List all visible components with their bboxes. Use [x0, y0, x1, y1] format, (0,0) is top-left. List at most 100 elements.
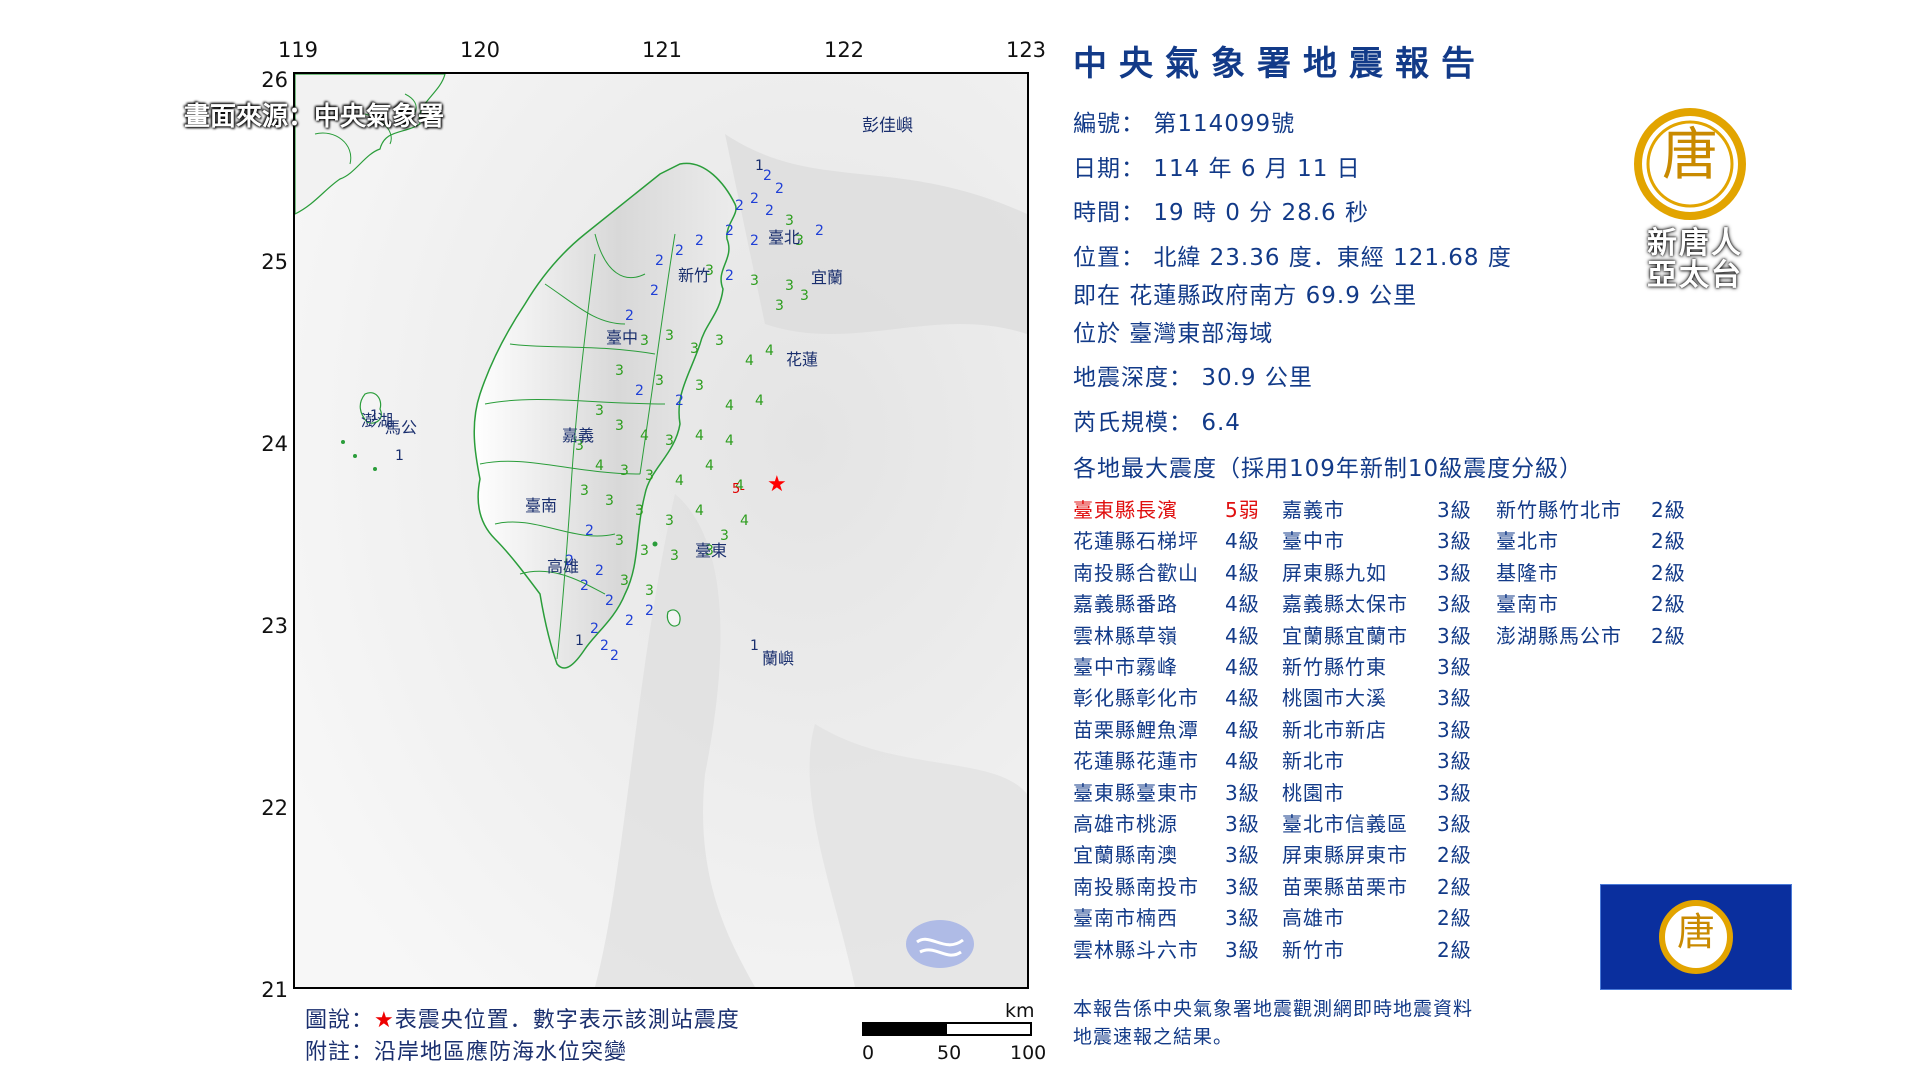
station-level: 3級 [1437, 780, 1472, 805]
map-place-label: 臺北 [768, 228, 801, 247]
islet [341, 440, 345, 444]
station-level: 3級 [1225, 874, 1260, 899]
station-level: 2級 [1437, 937, 1472, 962]
station-name: 新北市新店 [1282, 717, 1387, 742]
depth-label: 地震深度： [1073, 365, 1193, 391]
station-intensity-digit: 4 [745, 353, 754, 369]
seafloor-ridge [809, 724, 1027, 987]
station-intensity-digit: 3 [670, 548, 679, 564]
report-footnote: 本報告係中央氣象署地震觀測網即時地震資料 [1073, 998, 1474, 1020]
station-level: 4級 [1225, 529, 1260, 554]
station-name: 臺中市霧峰 [1073, 655, 1178, 679]
epicenter-star-icon: ★ [767, 472, 787, 497]
station-level: 3級 [1225, 906, 1260, 931]
taiwan-island [473, 162, 737, 669]
station-name: 苗栗縣苗栗市 [1282, 874, 1408, 899]
station-level: 3級 [1437, 655, 1472, 679]
location-label: 位置： [1073, 245, 1145, 271]
lat-tick-label: 21 [261, 978, 288, 1002]
station-name: 新北市 [1282, 749, 1345, 774]
station-intensity-digit: 4 [695, 428, 704, 444]
map-place-label: 新竹 [678, 266, 711, 285]
report-location-row: 位置： 北緯 23.36 度．東經 121.68 度 [1073, 238, 1512, 272]
station-intensity-digit: 2 [625, 308, 634, 324]
station-intensity-digit: 4 [595, 458, 604, 474]
station-level: 3級 [1437, 717, 1472, 742]
station-intensity-digit: 3 [605, 493, 614, 509]
station-name: 花蓮縣花蓮市 [1073, 749, 1199, 774]
station-level: 3級 [1225, 937, 1260, 962]
station-intensity-digit: 3 [615, 363, 624, 379]
station-intensity-digit: 3 [795, 233, 804, 249]
station-intensity-digit: 3 [615, 418, 624, 434]
station-name: 新竹市 [1282, 937, 1345, 962]
station-name: 嘉義縣太保市 [1282, 592, 1408, 617]
station-intensity-digit: 3 [665, 513, 674, 529]
station-intensity-digit: 2 [695, 233, 704, 249]
station-intensity-digit: 2 [763, 168, 772, 184]
map-place-label: 嘉義 [562, 426, 595, 445]
station-level: 2級 [1437, 874, 1472, 899]
station-intensity-digit: 2 [645, 603, 654, 619]
station-intensity-digit: 2 [775, 181, 784, 197]
station-level: 4級 [1225, 560, 1260, 585]
lon-tick-label: 121 [641, 38, 683, 62]
station-level: 4級 [1225, 655, 1260, 679]
location-value: 北緯 23.36 度．東經 121.68 度 [1153, 245, 1512, 271]
station-intensity-digit: 3 [800, 288, 809, 304]
station-name: 基隆市 [1496, 560, 1559, 585]
lat-tick-label: 24 [261, 432, 288, 456]
station-intensity-digit: 3 [750, 273, 759, 289]
station-intensity-digit: 3 [785, 278, 794, 294]
station-intensity-digit: 4 [725, 433, 734, 449]
station-intensity-digit: 2 [635, 383, 644, 399]
map-place-label: 臺中 [606, 328, 639, 347]
station-intensity-digit: 4 [640, 428, 649, 444]
lat-tick-label: 22 [261, 796, 288, 820]
report-depth-row: 地震深度： 30.9 公里 [1073, 358, 1313, 392]
station-level: 3級 [1225, 843, 1260, 868]
station-intensity-digit: 1 [755, 158, 764, 174]
station-level: 4級 [1225, 686, 1260, 711]
station-intensity-digit: 3 [620, 573, 629, 589]
magnitude-label: 芮氏規模： [1073, 410, 1193, 436]
station-name: 花蓮縣石梯坪 [1073, 529, 1199, 554]
number-label: 編號： [1073, 111, 1145, 137]
map-place-label: 蘭嶼 [762, 649, 795, 668]
time-value: 19 時 0 分 28.6 秒 [1153, 200, 1369, 226]
station-intensity-digit: 1 [750, 638, 759, 654]
station-intensity-digit: 3 [775, 298, 784, 314]
station-level: 3級 [1437, 686, 1472, 711]
station-intensity-digit: 3 [705, 263, 714, 279]
station-name: 宜蘭縣南澳 [1073, 843, 1178, 868]
ntd-emblem-icon [1634, 108, 1746, 220]
station-intensity-digit: 2 [625, 613, 634, 629]
station-name: 臺南市 [1496, 592, 1559, 617]
station-intensity-digit: 2 [675, 243, 684, 259]
china-coast [295, 74, 446, 215]
station-intensity-digit: 2 [765, 203, 774, 219]
station-name: 臺南市楠西 [1073, 906, 1178, 931]
station-intensity-digit: 3 [635, 503, 644, 519]
station-level: 3級 [1225, 780, 1260, 805]
taiwan-map-svg [295, 74, 1027, 987]
map-place-label: 臺東 [695, 541, 728, 560]
station-intensity-digit: 3 [575, 438, 584, 454]
epicenter-local-intensity: 5- [732, 482, 745, 497]
map-place-label: 彭佳嶼 [862, 116, 913, 136]
station-name: 屏東縣屏東市 [1282, 843, 1408, 868]
scale-label: 100 [1010, 1042, 1047, 1064]
station-name: 彰化縣彰化市 [1073, 686, 1199, 711]
china-coast [314, 93, 417, 165]
number-value: 第114099號 [1153, 111, 1296, 137]
lon-tick-label: 120 [459, 38, 501, 62]
station-level: 4級 [1225, 592, 1260, 617]
map-place-label: 花蓮 [786, 350, 819, 369]
legend-star-icon: ★ [374, 1008, 395, 1033]
map-source-caption: 畫面來源：中央氣象署 [184, 102, 445, 132]
station-level: 3級 [1437, 592, 1472, 617]
station-intensity-digit: 2 [590, 621, 599, 637]
intensity-header: 各地最大震度（採用109年新制10級震度分級） [1073, 456, 1584, 482]
station-intensity-digit: 2 [565, 553, 574, 569]
station-intensity-digit: 3 [665, 328, 674, 344]
